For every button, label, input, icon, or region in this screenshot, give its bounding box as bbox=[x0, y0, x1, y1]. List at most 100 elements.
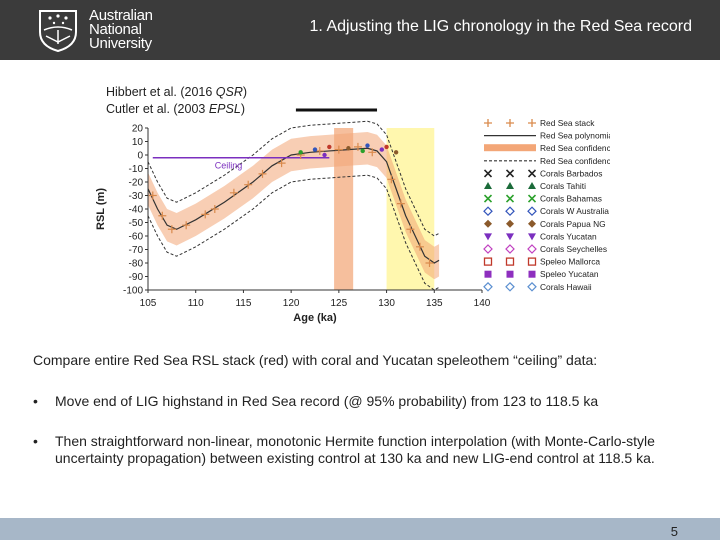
anu-logo: Australian National University bbox=[36, 6, 166, 54]
data-point-red-sea-stack bbox=[368, 148, 377, 157]
footer-bar bbox=[0, 518, 720, 540]
data-point-red-sea-stack bbox=[396, 199, 405, 208]
legend-marker bbox=[528, 219, 536, 228]
data-point-red-sea-stack bbox=[315, 146, 324, 155]
citation-text: Hibbert et al. (2016 bbox=[106, 85, 216, 99]
data-point-red-sea-stack bbox=[258, 169, 267, 178]
data-point-red-sea-stack bbox=[415, 242, 424, 251]
legend-label: Corals Yucatan bbox=[540, 231, 597, 241]
legend-label: Corals Hawaii bbox=[540, 282, 592, 292]
data-point-coral bbox=[379, 147, 384, 152]
legend-marker bbox=[527, 244, 537, 254]
legend-marker bbox=[505, 244, 515, 254]
legend-marker bbox=[484, 233, 492, 241]
bullet-text: Move end of LIG highstand in Red Sea rec… bbox=[55, 393, 599, 409]
legend-marker bbox=[506, 233, 514, 241]
data-point-red-sea-stack bbox=[167, 225, 176, 234]
y-tick-label: -60 bbox=[129, 232, 144, 243]
citation-text: ) bbox=[240, 102, 245, 116]
bullet-text: Then straightforward non-linear, monoton… bbox=[55, 433, 655, 466]
legend-marker bbox=[506, 219, 514, 228]
legend-label: Corals Tahiti bbox=[540, 181, 586, 191]
citation-journal: EPSL bbox=[208, 102, 241, 116]
anu-crest-icon bbox=[39, 10, 77, 52]
data-point-red-sea-stack bbox=[425, 259, 434, 267]
legend-marker bbox=[528, 182, 536, 189]
legend-marker bbox=[483, 244, 493, 254]
x-tick-label: 120 bbox=[283, 298, 300, 309]
slide-header: Australian National University 1. Adjust… bbox=[0, 0, 720, 60]
x-tick-label: 110 bbox=[188, 298, 204, 309]
citation-text: Cutler et al. (2003 bbox=[106, 102, 209, 116]
data-point-coral bbox=[312, 147, 318, 152]
legend-marker bbox=[483, 281, 493, 292]
citation-text: ) bbox=[242, 85, 248, 99]
data-point-red-sea-stack bbox=[182, 221, 191, 230]
legend-marker bbox=[505, 206, 515, 217]
legend-marker bbox=[484, 144, 536, 152]
data-point-red-sea-stack bbox=[201, 210, 210, 219]
legend-marker bbox=[506, 119, 514, 127]
y-tick-label: -40 bbox=[129, 205, 144, 216]
y-tick-label: -50 bbox=[129, 218, 144, 229]
ceiling-label: Ceiling bbox=[215, 161, 243, 171]
legend-marker bbox=[506, 270, 514, 278]
legend-marker bbox=[527, 257, 537, 266]
legend-label: Speleo Mallorca bbox=[540, 257, 600, 267]
citation-cutler: Cutler et al. (2003 EPSL) bbox=[106, 102, 245, 116]
legend-marker bbox=[483, 206, 493, 217]
legend-marker bbox=[505, 194, 515, 203]
legend-label: Corals Seychelles bbox=[540, 244, 607, 254]
x-axis-label: Age (ka) bbox=[293, 312, 337, 324]
confidence-95-upper bbox=[147, 120, 440, 237]
legend-marker bbox=[505, 169, 515, 178]
legend-marker bbox=[527, 194, 537, 203]
legend-label: Corals Papua NG bbox=[540, 219, 606, 229]
data-point-red-sea-stack bbox=[148, 191, 157, 200]
data-point-red-sea-stack bbox=[406, 225, 415, 234]
data-point-red-sea-stack bbox=[387, 175, 396, 184]
data-point-red-sea-stack bbox=[334, 145, 343, 154]
data-point-red-sea-stack bbox=[229, 188, 238, 197]
legend-marker bbox=[528, 270, 536, 278]
bullet-symbol: • bbox=[33, 393, 38, 409]
x-tick-label: 125 bbox=[331, 298, 348, 309]
x-tick-label: 140 bbox=[474, 298, 491, 309]
y-tick-label: 0 bbox=[137, 151, 143, 162]
y-tick-label: -90 bbox=[129, 272, 144, 283]
university-line: National bbox=[89, 21, 142, 38]
y-tick-label: -20 bbox=[129, 178, 144, 189]
data-point-coral bbox=[365, 143, 370, 148]
legend-marker bbox=[528, 119, 536, 127]
data-point-coral bbox=[360, 148, 365, 154]
y-tick-label: -10 bbox=[129, 164, 144, 175]
data-point-red-sea-stack bbox=[158, 211, 167, 220]
intro-text: Compare entire Red Sea RSL stack (red) w… bbox=[33, 352, 598, 368]
legend-label: Red Sea stack bbox=[540, 118, 595, 128]
y-tick-label: -100 bbox=[123, 286, 143, 297]
x-tick-label: 135 bbox=[426, 298, 443, 309]
citation-journal: QSR bbox=[215, 85, 243, 99]
legend-marker bbox=[527, 281, 537, 292]
y-tick-label: -30 bbox=[129, 191, 144, 202]
data-point-coral bbox=[346, 146, 351, 151]
legend-marker bbox=[483, 257, 493, 266]
confidence-95-lower bbox=[147, 174, 440, 291]
data-point-red-sea-stack bbox=[244, 180, 253, 189]
slide-title: 1. Adjusting the LIG chronology in the R… bbox=[309, 18, 692, 35]
data-point-red-sea-stack bbox=[210, 205, 219, 213]
legend-marker bbox=[528, 233, 536, 241]
data-point-red-sea-stack bbox=[277, 159, 286, 168]
legend-marker bbox=[483, 194, 493, 203]
legend-marker bbox=[484, 119, 492, 127]
data-point-coral bbox=[393, 150, 399, 155]
data-point-coral bbox=[322, 152, 327, 158]
highlight-band-peach bbox=[334, 128, 354, 290]
citation-hibbert: Hibbert et al. (2016 QSR) bbox=[106, 85, 247, 99]
legend-marker bbox=[506, 182, 514, 189]
legend-marker bbox=[505, 257, 515, 266]
data-point-coral bbox=[327, 144, 332, 150]
y-tick-label: -70 bbox=[129, 245, 144, 256]
legend-label: Corals W Australia bbox=[540, 206, 609, 216]
y-tick-label: -80 bbox=[129, 259, 144, 270]
